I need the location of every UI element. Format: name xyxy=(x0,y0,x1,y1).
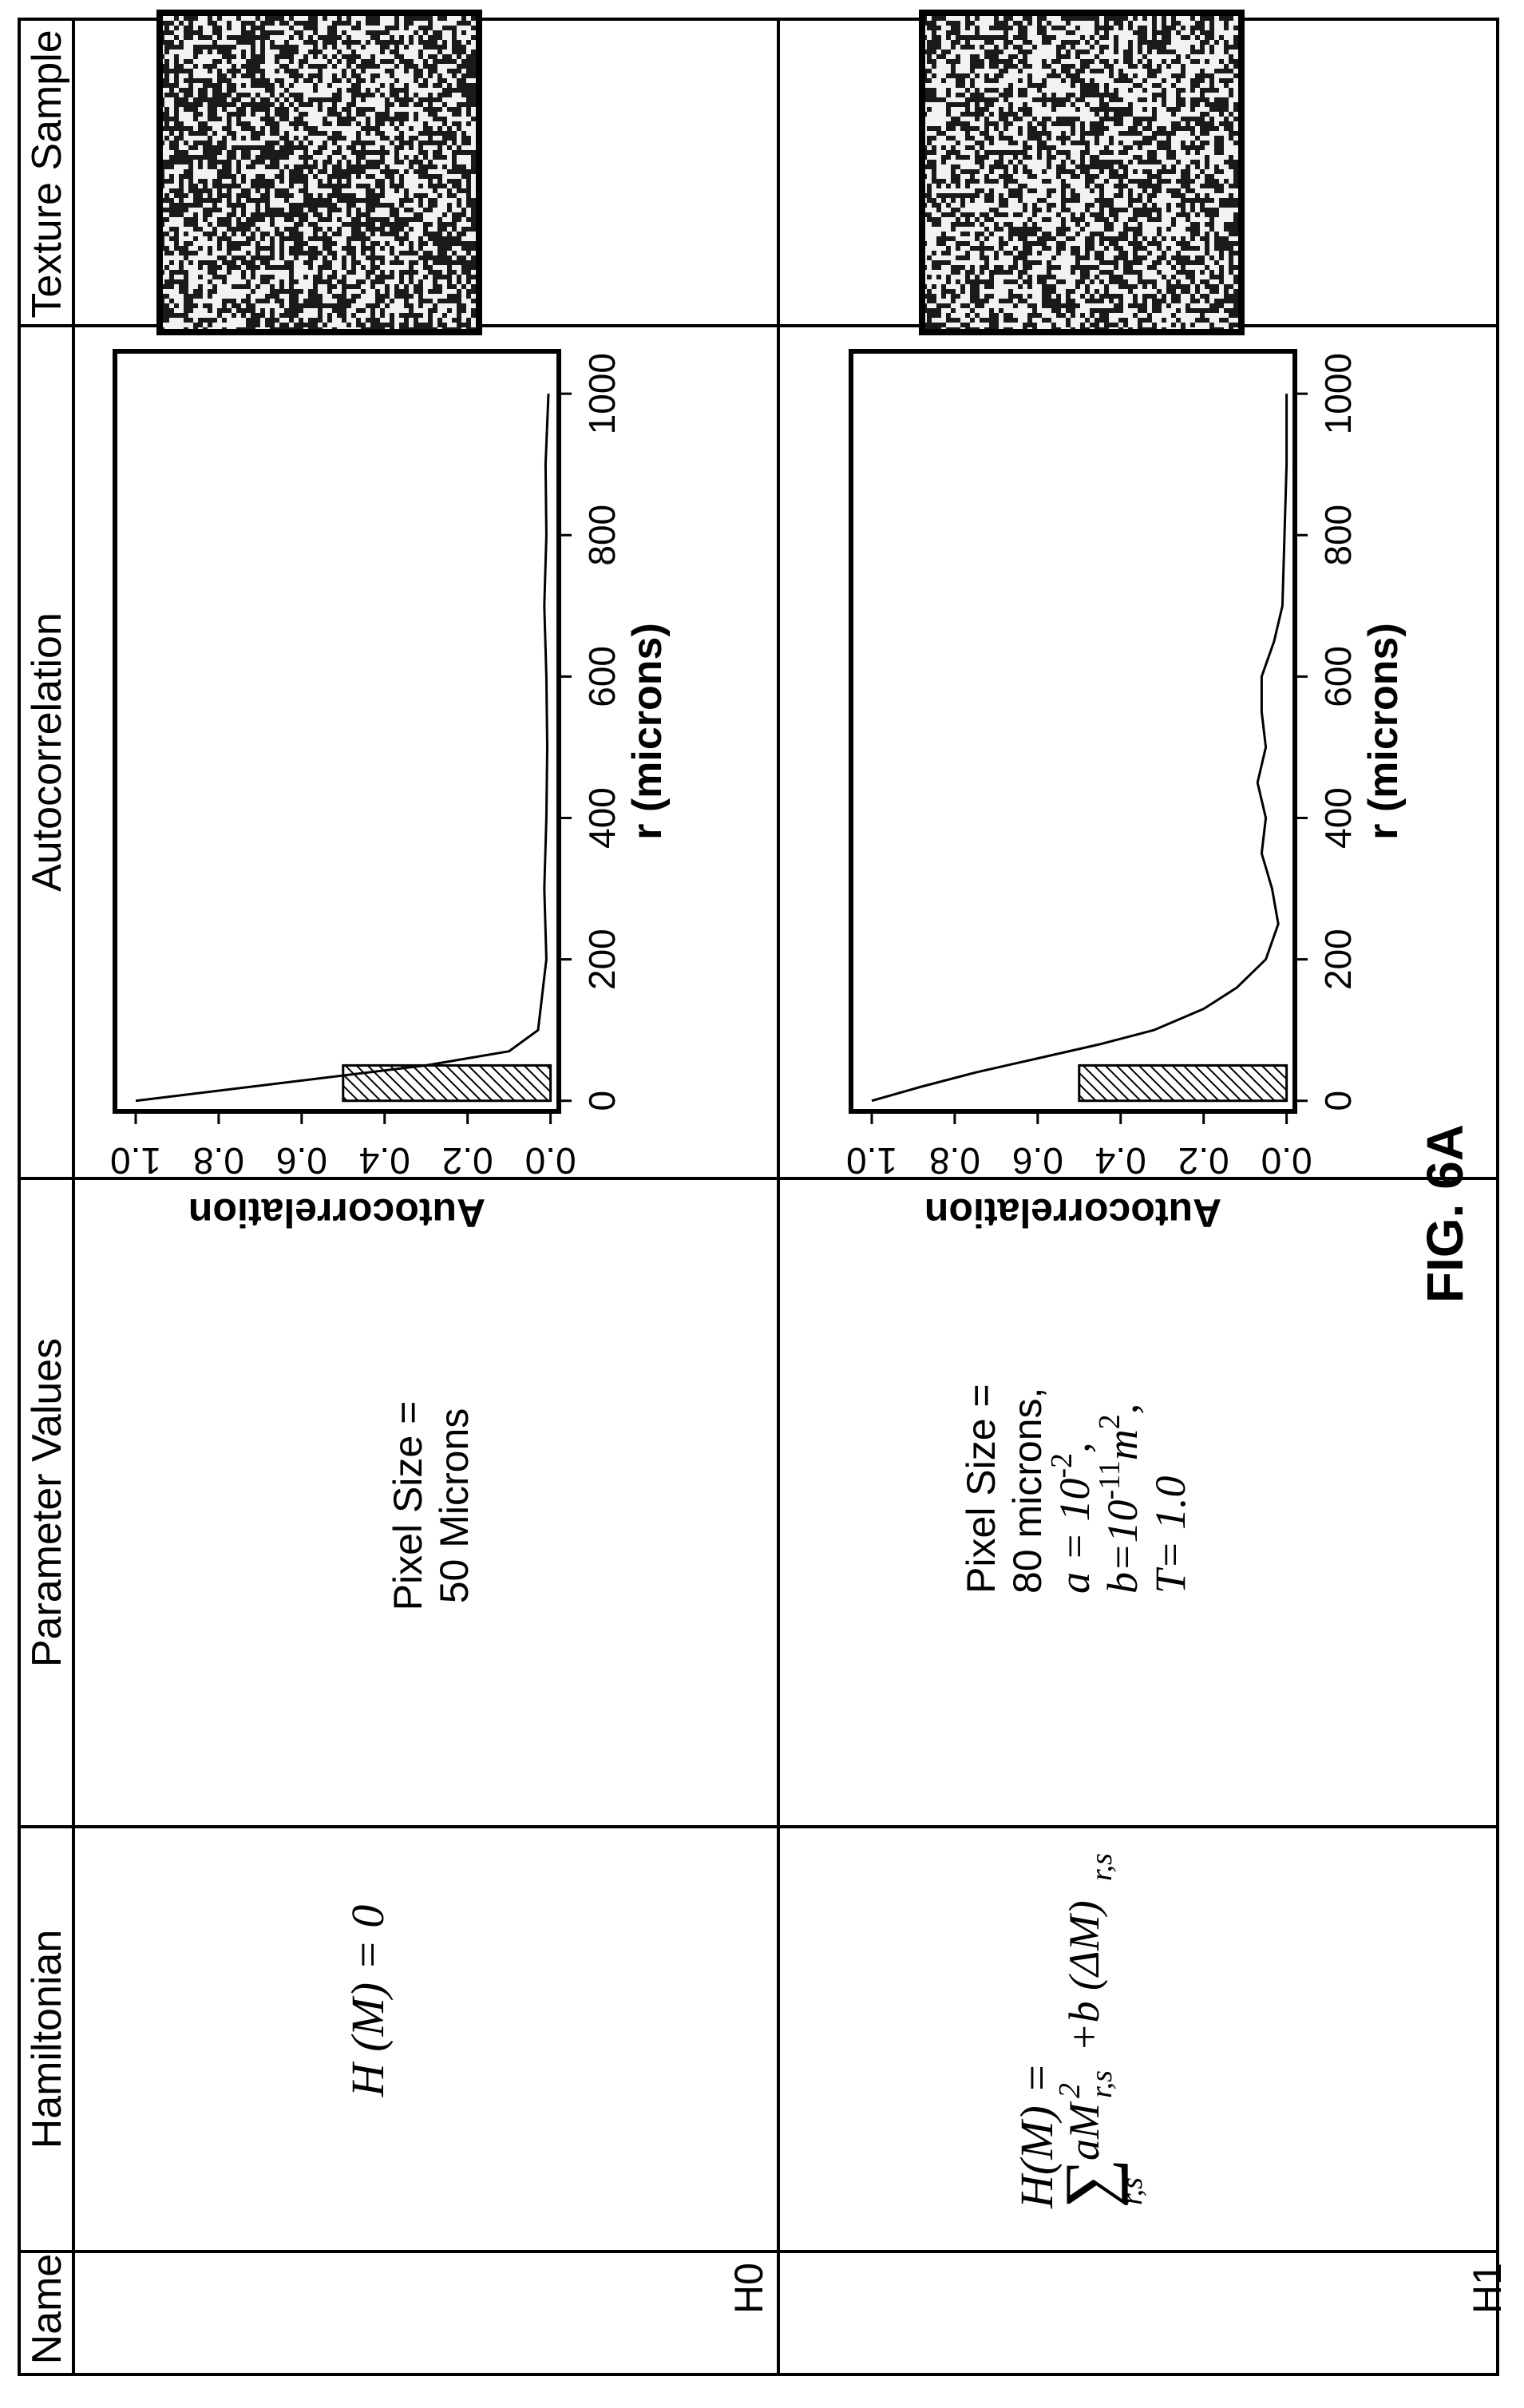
y-tick-label: 0.0 xyxy=(525,1140,576,1182)
sum-subscript: r,s xyxy=(1115,2177,1149,2205)
x-tick-label: 800 xyxy=(1317,505,1359,566)
y-tick-label: 0.2 xyxy=(442,1140,493,1182)
parameter-h1-line1: Pixel Size = xyxy=(959,1384,1003,1594)
y-tick-label: 0.6 xyxy=(276,1140,327,1182)
texture-noise xyxy=(160,11,481,332)
hamiltonian-h1-line1: H(M) = xyxy=(1011,2063,1063,2209)
texture-sample-h1 xyxy=(919,10,1245,335)
x-axis-label: r (microns) xyxy=(1360,623,1407,840)
hamiltonian-h0: H (M) = 0 xyxy=(342,1905,394,2097)
hatched-bar xyxy=(342,1063,552,1103)
row-name-h0: H0 xyxy=(726,2263,771,2314)
parameter-h0-line1: Pixel Size = xyxy=(386,1401,430,1611)
x-tick-label: 200 xyxy=(581,929,623,990)
x-tick-label: 1000 xyxy=(581,353,623,434)
header-texture-sample: Texture Sample xyxy=(24,30,70,318)
y-tick-label: 0.4 xyxy=(1095,1140,1146,1182)
figure-label: FIG. 6A xyxy=(1416,1124,1474,1303)
param-a-base: a = 10 xyxy=(1051,1479,1098,1594)
y-tick-label: 0.8 xyxy=(929,1140,980,1182)
x-tick-label: 600 xyxy=(1317,646,1359,707)
header-row: Name Hamiltonian Parameter Values Autoco… xyxy=(24,30,70,2364)
texture-border xyxy=(919,10,1245,335)
y-tick-label: 0.4 xyxy=(359,1140,410,1182)
header-parameter-values: Parameter Values xyxy=(24,1338,70,1667)
autocorrelation-line xyxy=(135,394,550,1103)
x-tick-label: 0 xyxy=(1317,1091,1359,1111)
parameter-h1-b: b=10-11m2, xyxy=(1093,1404,1146,1594)
autocorrelation-line xyxy=(871,394,1288,1103)
y-axis-label: Autocorrelation xyxy=(188,1190,485,1235)
plot-frame xyxy=(849,349,1297,1114)
row-h1: H1 H(M) = ∑ r,s aM 2 r,s +b (ΔM) r,s Pix… xyxy=(959,1384,1510,2314)
x-axis-label: r (microns) xyxy=(624,623,671,840)
y-tick-label: 0.2 xyxy=(1178,1140,1229,1182)
hamiltonian-am-sub: r,s xyxy=(1085,2070,1118,2098)
texture-noise xyxy=(922,11,1243,332)
parameters-h1: Pixel Size = 80 microns, a = 10-2, b=10-… xyxy=(959,1384,1194,1594)
parameter-h1-t: T= 1.0 xyxy=(1146,1476,1194,1594)
hamiltonian-am-sup: 2 xyxy=(1053,2083,1087,2098)
table-grid xyxy=(18,18,1499,2376)
row-h0: H0 H (M) = 0 Pixel Size = 50 Microns xyxy=(342,1401,771,2314)
y-tick-label: 0.8 xyxy=(193,1140,244,1182)
hamiltonian-b-sub: r,s xyxy=(1085,1853,1118,1881)
x-tick-label: 0 xyxy=(581,1091,623,1111)
sum-symbol: ∑ xyxy=(1051,2158,1129,2208)
y-tick-label: 0.0 xyxy=(1261,1140,1312,1182)
autocorrelation-chart-h0: 0 200 400 600 800 1000 0.0 0.2 0.4 0.6 0.8 1.0 r (mi… xyxy=(110,349,671,1235)
hamiltonian-h1: H(M) = ∑ r,s aM 2 r,s +b (ΔM) r,s xyxy=(1011,1853,1149,2209)
param-b-tail: , xyxy=(1098,1404,1146,1415)
plot-frame xyxy=(113,349,561,1114)
parameter-h0-line2: 50 Microns xyxy=(432,1408,477,1604)
y-tick-label: 1.0 xyxy=(110,1140,161,1182)
rotated-figure: Name Hamiltonian Parameter Values Autoco… xyxy=(24,10,1510,2364)
table-border xyxy=(18,18,1499,2376)
y-tick-label: 1.0 xyxy=(846,1140,897,1182)
x-tick-label: 400 xyxy=(581,787,623,849)
hatched-bar xyxy=(1078,1063,1288,1103)
texture-border xyxy=(156,10,482,335)
texture-sample-h0 xyxy=(156,10,482,335)
param-b-base: b=10 xyxy=(1098,1500,1146,1594)
x-tick-label: 400 xyxy=(1317,787,1359,849)
hamiltonian-b-term: +b (ΔM) xyxy=(1060,1900,1108,2052)
param-a-exp: -2 xyxy=(1045,1453,1079,1479)
param-b-exp: -11 xyxy=(1093,1460,1126,1499)
parameter-h1-a: a = 10-2, xyxy=(1045,1442,1098,1594)
x-tick-label: 600 xyxy=(581,646,623,707)
x-tick-label: 800 xyxy=(581,505,623,566)
param-a-tail: , xyxy=(1051,1442,1098,1453)
x-tick-label: 1000 xyxy=(1317,353,1359,434)
y-axis-label: Autocorrelation xyxy=(924,1190,1221,1235)
param-b-m-exp: 2 xyxy=(1093,1414,1126,1429)
header-name: Name xyxy=(24,2254,70,2365)
autocorrelation-chart-h1: 0 200 400 600 800 1000 0.0 0.2 0.4 0.6 0.8 1.0 r (mi… xyxy=(846,349,1407,1235)
row-name-h1: H1 xyxy=(1465,2263,1510,2314)
header-hamiltonian: Hamiltonian xyxy=(24,1930,70,2149)
hamiltonian-am: aM xyxy=(1060,2101,1108,2160)
parameter-h1-line2: 80 microns, xyxy=(1005,1388,1050,1594)
x-tick-label: 200 xyxy=(1317,929,1359,990)
header-autocorrelation: Autocorrelation xyxy=(24,612,70,892)
y-tick-label: 0.6 xyxy=(1012,1140,1063,1182)
param-b-m: m xyxy=(1098,1429,1146,1460)
